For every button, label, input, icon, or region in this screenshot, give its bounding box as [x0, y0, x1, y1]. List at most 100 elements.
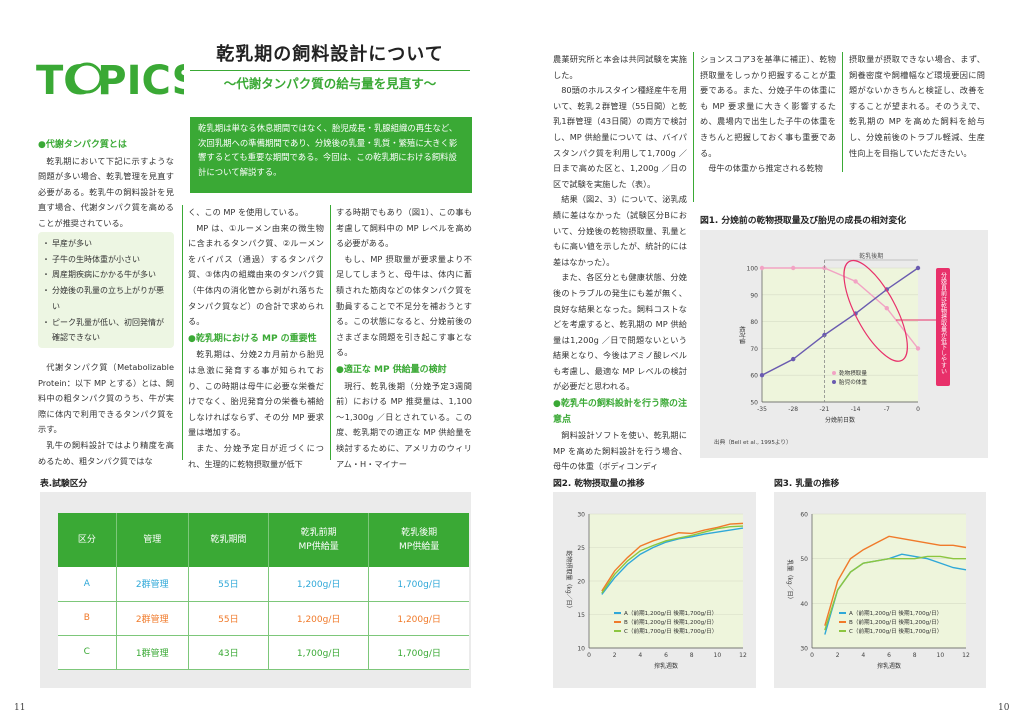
- data-point: [915, 346, 921, 351]
- paragraph: 乾乳期において下記に示すような問題が多い場合、乾乳管理を見直す必要がある。乾乳牛…: [38, 155, 174, 228]
- table-cell: 1,200g/日: [268, 601, 370, 636]
- paragraph: 結果（図2、3）について、泌乳成績に差はなかった（試験区分Bにおいて、分娩後の乾…: [553, 194, 687, 267]
- column-6: 摂取量が摂取できない場合、まず、飼養密度や飼槽幅など環境要因に問題がないかきちん…: [849, 52, 985, 161]
- table-cell: C: [58, 635, 117, 670]
- section-heading: ●代謝タンパク質とは: [38, 140, 127, 150]
- legend-marker: [832, 371, 836, 375]
- x-tick-label: 8: [690, 652, 694, 659]
- paragraph: また、各区分とも健康状態、分娩後のトラブルの発生にも差が無く、良好な結果となった…: [553, 272, 687, 392]
- table-header: 乾乳前期 MP供給量: [268, 513, 370, 567]
- paragraph: また、分娩予定日が近づくにつれ、生理的に乾物摂取量が低下: [188, 442, 324, 469]
- x-axis-label: 分娩前日数: [825, 416, 855, 424]
- plot-area: [812, 514, 966, 648]
- table-cell: 2群管理: [116, 601, 189, 636]
- lead-box: 乾乳期は単なる休息期間ではなく、胎児成長・乳腺組織の再生など、次回乳期への準備期…: [190, 117, 472, 193]
- series-line: [601, 522, 744, 592]
- page-title: 乾乳期の飼料設計について: [216, 44, 444, 65]
- page-number-left: 11: [14, 703, 26, 713]
- table-cell: 1,700g/日: [368, 635, 469, 670]
- legend-label: 乾物摂取量: [839, 369, 867, 377]
- paragraph: 農業研究所と本会は共同試験を実施した。: [553, 54, 687, 80]
- table-cell: 1,200g/日: [368, 601, 469, 636]
- table-header: 区分: [58, 513, 117, 567]
- cow-icon: [71, 62, 103, 94]
- y-axis-label: 乾物摂取量（kg／日）: [565, 550, 573, 611]
- y-tick-label: 15: [577, 612, 585, 619]
- paragraph: 飼料設計ソフトを使い、乾乳期に MP を高めた飼料設計を行う場合、母牛の体重（ボ…: [553, 430, 687, 472]
- figure2-chart: 10 15 20 25 30 0 2 4 6 8 10 12 搾乳週数 乾物摂取量（kg／日） A（前期1,…: [565, 512, 747, 671]
- paragraph: 摂取量が摂取できない場合、まず、飼養密度や飼槽幅など環境要因に問題がないかきちん…: [849, 54, 985, 158]
- list-item: 周産期疾病にかかる牛が多い: [42, 267, 168, 283]
- y-tick-label: 100: [747, 266, 759, 273]
- column-2: く、この MP を使用している。 MP は、①ルーメン由来の微生物に含まれるタン…: [188, 205, 324, 472]
- data-point: [759, 373, 765, 378]
- table-row: C 1群管理 43日 1,700g/日 1,700g/日: [58, 635, 469, 670]
- table-row: B 2群管理 55日 1,200g/日 1,200g/日: [58, 601, 469, 636]
- legend-label: A（前期1,200g/日 後期1,700g/日）: [849, 609, 942, 617]
- legend-label: B（前期1,200g/日 後期1,200g/日）: [624, 618, 717, 626]
- x-tick-label: -28: [788, 406, 798, 413]
- x-tick-label: 4: [861, 652, 865, 659]
- problem-list: 早産が多い 子牛の生時体重が小さい 周産期疾病にかかる牛が多い 分娩後の乳量の立…: [38, 232, 174, 348]
- series-line: [601, 525, 744, 594]
- page-number-right: 10: [998, 703, 1010, 713]
- y-tick-label: 70: [750, 346, 758, 353]
- list-item: 子牛の生時体重が小さい: [42, 252, 168, 268]
- x-tick-label: 10: [714, 652, 722, 659]
- y-axis-label: 乳量（kg／日）: [786, 559, 794, 602]
- legend-label: B（前期1,200g/日 後期1,200g/日）: [849, 618, 942, 626]
- table-header: 乾乳期間: [188, 513, 270, 567]
- paragraph: する時期でもあり（図1）、この事も考慮して飼料中の MP レベルを高める必要があ…: [336, 207, 472, 249]
- figure3-chart: 30 40 50 60 0 2 4 6 8 10 12 搾乳週数 乳量（kg／日） A（前期1,200g/…: [786, 512, 970, 671]
- x-tick-label: 2: [613, 652, 617, 659]
- list-item: 早産が多い: [42, 236, 168, 252]
- topics-logo: TOPICS: [36, 52, 200, 104]
- paragraph: 乾乳期は、分娩2カ月前から胎児は急激に発育する事が知られており、この時期は母牛に…: [188, 349, 324, 438]
- x-axis-label: 搾乳週数: [877, 662, 901, 670]
- series-line: [761, 267, 919, 376]
- column-1: ●代謝タンパク質とは 乾乳期において下記に示すような問題が多い場合、乾乳管理を見…: [38, 138, 174, 232]
- callout-text: 分娩直前は乾物摂取量が低下しやすい: [940, 271, 947, 374]
- series-line: [824, 535, 967, 626]
- callout-box: [936, 268, 950, 386]
- x-tick-label: 2: [836, 652, 840, 659]
- x-axis-label: 搾乳週数: [654, 662, 678, 670]
- y-tick-label: 60: [800, 512, 808, 519]
- legend-label: C（前期1,700g/日 後期1,700g/日）: [849, 627, 942, 635]
- figure3-title: 図3. 乳量の推移: [774, 479, 840, 489]
- period-label: 乾乳後期: [859, 252, 883, 260]
- table-cell: 55日: [188, 601, 270, 636]
- x-tick-label: 4: [638, 652, 642, 659]
- table-title: 表.試験区分: [40, 479, 88, 489]
- paragraph: もし、MP 摂取量が要求量より不足してしまうと、母牛は、体内に蓄積された筋肉など…: [336, 253, 472, 358]
- paragraph: く、この MP を使用している。: [188, 207, 304, 217]
- y-tick-label: 50: [800, 556, 808, 563]
- data-point: [884, 306, 889, 311]
- table-cell: 43日: [188, 635, 270, 670]
- x-tick-label: -35: [757, 406, 767, 413]
- section-heading: ●適正な MP 供給量の検討: [336, 364, 447, 375]
- legend-label: C（前期1,700g/日 後期1,700g/日）: [624, 627, 717, 635]
- table-cell: 1,700g/日: [268, 635, 370, 670]
- column-4: 農業研究所と本会は共同試験を実施した。 80頭のホルスタイン種経産牛を用いて、乾…: [553, 52, 687, 475]
- y-tick-label: 25: [577, 545, 585, 552]
- table-row: A 2群管理 55日 1,200g/日 1,700g/日: [58, 567, 469, 602]
- paragraph: MP は、①ルーメン由来の微生物に含まれるタンパク質、②ルーメンをバイパス（通過…: [188, 222, 324, 327]
- section-heading: ●乾乳牛の飼料設計を行う際の注意点: [553, 399, 687, 425]
- x-tick-label: 6: [887, 652, 891, 659]
- table-cell: B: [58, 601, 117, 636]
- logo-text: TOPICS: [36, 58, 184, 104]
- table-header: 管理: [116, 513, 189, 567]
- column-5: ションスコア3を基準に補正）、乾物摂取量をしっかり把握することが重要である。また…: [700, 52, 836, 177]
- paragraph: 母牛の体重から推定される乾物: [708, 163, 823, 174]
- paragraph: 代謝タンパク質（Metabolizable Protein：以下 MP とする）…: [38, 362, 174, 435]
- x-tick-label: 0: [587, 652, 591, 659]
- table-cell: A: [58, 567, 117, 602]
- highlight-ellipse: [843, 259, 908, 362]
- table-cell: 55日: [188, 567, 270, 602]
- page-subtitle: ～代謝タンパク質の給与量を見直す～: [190, 70, 470, 92]
- y-tick-label: 80: [750, 319, 758, 326]
- legend-label: A（前期1,200g/日 後期1,700g/日）: [624, 609, 717, 617]
- x-tick-label: 8: [913, 652, 917, 659]
- figure1-title: 図1. 分娩前の乾物摂取量及び胎児の成長の相対変化: [700, 216, 907, 226]
